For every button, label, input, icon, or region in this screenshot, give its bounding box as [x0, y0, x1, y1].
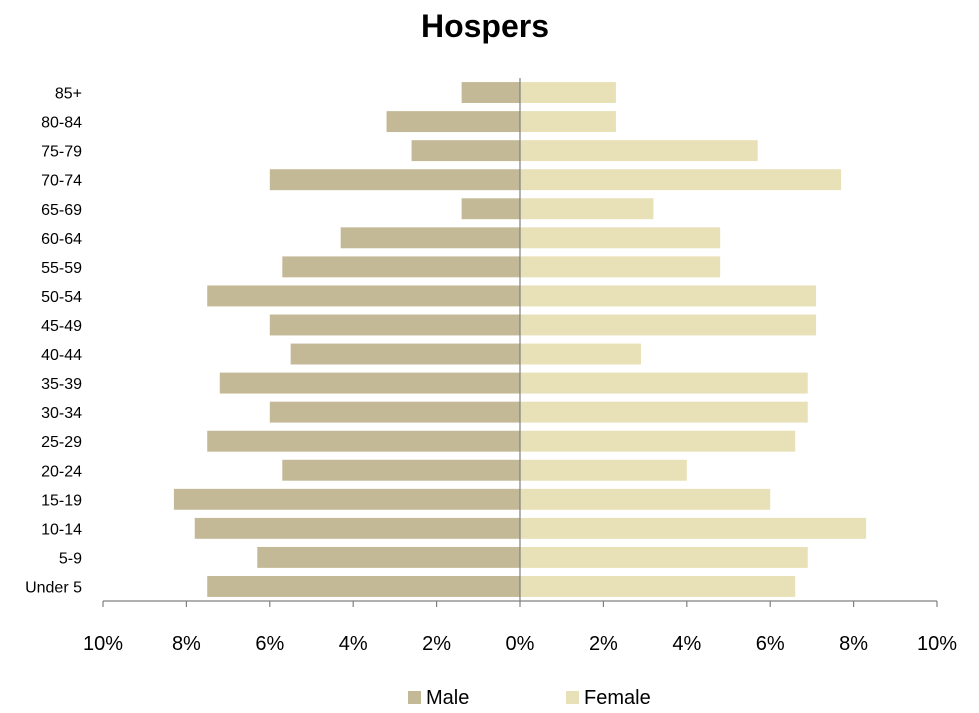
category-label: 10-14: [41, 521, 82, 538]
bar-female-17: [520, 576, 796, 597]
x-tick-label: 4%: [339, 633, 368, 655]
bar-female-11: [520, 401, 808, 423]
x-tick-label: 0%: [506, 633, 535, 655]
x-tick-label: 2%: [589, 633, 618, 655]
bar-male-3: [269, 169, 520, 191]
bar-female-13: [520, 459, 687, 481]
category-label: 65-69: [41, 202, 82, 219]
bar-male-4: [461, 198, 520, 220]
x-axis: 10% 8% 6% 4% 2% 0% 2% 4% 6% 8% 10%: [83, 78, 957, 655]
bar-female-9: [520, 343, 641, 365]
x-tick-label: 6%: [756, 633, 785, 655]
bar-female-3: [520, 169, 842, 191]
bar-male-1: [386, 111, 520, 133]
bar-male-16: [257, 546, 520, 568]
legend-label-female: Female: [584, 687, 651, 709]
bar-female-1: [520, 111, 616, 133]
bar-female-15: [520, 517, 867, 539]
bar-male-7: [207, 285, 520, 307]
category-label: 70-74: [41, 173, 82, 190]
category-label: Under 5: [25, 579, 82, 596]
bar-female-0: [520, 82, 616, 103]
legend-swatch-male: [408, 691, 421, 704]
category-label: 75-79: [41, 144, 82, 161]
x-tick-label: 2%: [422, 633, 451, 655]
bar-male-8: [269, 314, 520, 336]
bar-female-12: [520, 430, 796, 452]
category-label: 30-34: [41, 405, 82, 422]
bar-male-11: [269, 401, 520, 423]
legend: Male Female: [408, 687, 651, 709]
category-label: 20-24: [41, 463, 82, 480]
legend-swatch-female: [566, 691, 579, 704]
bar-male-12: [207, 430, 520, 452]
legend-label-male: Male: [426, 687, 469, 709]
x-tick-label: 10%: [917, 633, 957, 655]
x-tick-label: 8%: [172, 633, 201, 655]
bar-male-5: [340, 227, 520, 249]
category-label: 50-54: [41, 289, 82, 306]
category-label: 80-84: [41, 115, 82, 132]
bar-male-15: [194, 517, 521, 539]
bar-male-14: [173, 488, 520, 510]
bar-female-16: [520, 546, 808, 568]
bar-female-2: [520, 140, 758, 162]
bars-group: [173, 82, 867, 597]
bar-female-4: [520, 198, 654, 220]
x-tick-label: 4%: [672, 633, 701, 655]
bar-female-5: [520, 227, 721, 249]
bar-female-14: [520, 488, 771, 510]
category-labels: 85+ 80-84 75-79 70-74 65-69 60-64 55-59 50-54 45…: [25, 86, 82, 597]
bar-female-8: [520, 314, 817, 336]
bar-female-6: [520, 256, 721, 278]
x-tick-label: 6%: [255, 633, 284, 655]
category-label: 35-39: [41, 376, 82, 393]
x-tick-label: 10%: [83, 633, 123, 655]
category-label: 60-64: [41, 231, 82, 248]
bar-male-17: [207, 576, 520, 597]
bar-female-7: [520, 285, 817, 307]
bar-male-10: [219, 372, 520, 394]
x-tick-label: 8%: [839, 633, 868, 655]
category-label: 45-49: [41, 318, 82, 335]
bar-female-10: [520, 372, 808, 394]
chart-title: Hospers: [421, 8, 549, 44]
bar-male-9: [290, 343, 520, 365]
bar-male-6: [282, 256, 520, 278]
category-label: 5-9: [59, 550, 82, 567]
category-label: 40-44: [41, 347, 82, 364]
category-label: 15-19: [41, 492, 82, 509]
category-label: 55-59: [41, 260, 82, 277]
bar-male-13: [282, 459, 520, 481]
bar-male-0: [461, 82, 520, 103]
bar-male-2: [411, 140, 520, 162]
category-label: 25-29: [41, 434, 82, 451]
category-label: 85+: [55, 86, 82, 103]
